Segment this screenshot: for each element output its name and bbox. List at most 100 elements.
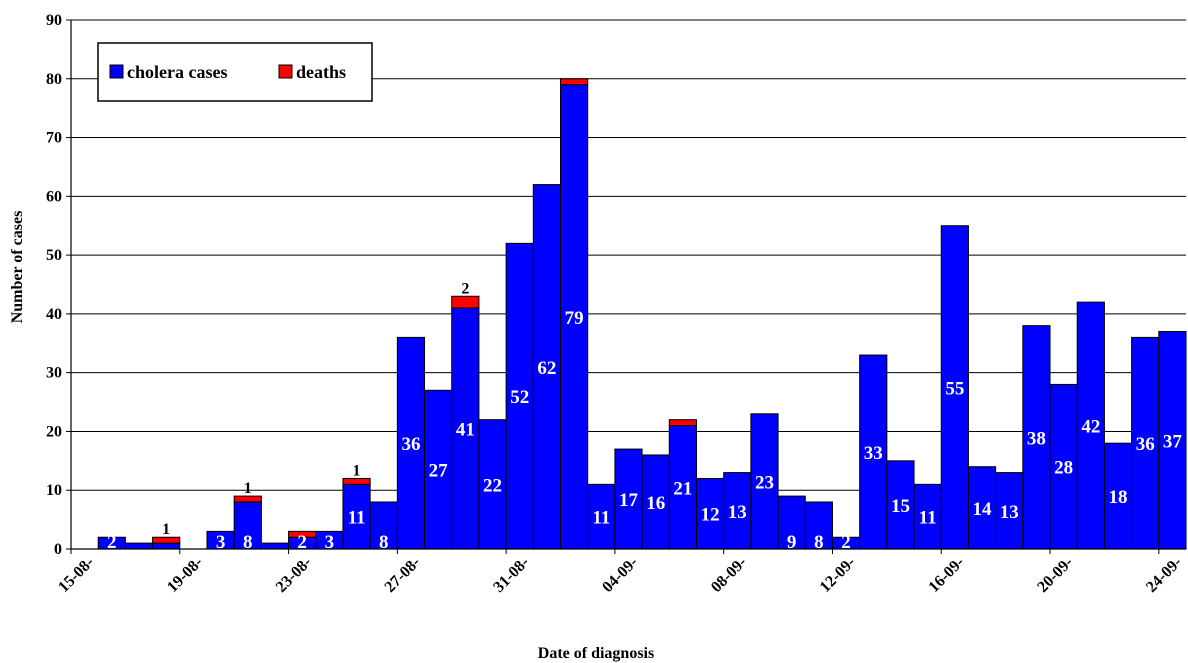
bar-cases-13 <box>424 389 453 550</box>
y-axis-title: Number of cases <box>9 211 26 324</box>
bar-deaths-3 <box>152 536 181 544</box>
bar-label-cases-30: 15 <box>891 496 910 517</box>
x-tick-label-0: 15-08- <box>55 554 97 596</box>
bar-cases-14 <box>451 307 480 550</box>
y-tick-label-80: 80 <box>46 71 62 88</box>
bar-label-deaths-6: 1 <box>244 480 252 497</box>
y-tick-label-60: 60 <box>46 188 62 205</box>
bar-deaths-18 <box>560 78 589 86</box>
bar-cases-23 <box>695 477 725 550</box>
bar-label-cases-9: 3 <box>325 532 335 553</box>
bar-label-deaths-14: 2 <box>461 280 469 297</box>
bar-label-cases-5: 3 <box>216 532 226 553</box>
legend-swatch-deaths <box>278 64 293 79</box>
bar-label-cases-27: 8 <box>814 532 824 553</box>
bar-label-cases-29: 33 <box>864 443 883 464</box>
bar-label-cases-40: 37 <box>1163 431 1183 452</box>
bar-label-cases-19: 11 <box>592 508 610 529</box>
bar-cases-2 <box>124 542 154 550</box>
bar-label-cases-39: 36 <box>1136 434 1155 455</box>
bar-cases-26 <box>777 495 806 550</box>
bar-deaths-14 <box>451 295 480 309</box>
bar-deaths-10 <box>342 477 371 485</box>
bar-cases-7 <box>260 542 290 550</box>
bar-cases-31 <box>913 483 942 550</box>
bar-label-cases-6: 8 <box>243 532 253 553</box>
legend: cholera cases deaths <box>97 42 373 102</box>
bar-cases-20 <box>614 448 643 550</box>
gridlines <box>71 19 1186 491</box>
x-tick-label-1: 19-08- <box>164 554 206 596</box>
bar-label-cases-28: 2 <box>841 532 851 553</box>
bar-label-cases-13: 27 <box>429 461 449 482</box>
bar-label-cases-17: 62 <box>537 358 556 379</box>
bar-label-cases-20: 17 <box>619 490 639 511</box>
bar-cases-15 <box>478 419 507 550</box>
legend-swatch-cases <box>109 64 124 79</box>
bar-label-cases-26: 9 <box>787 532 797 553</box>
y-tick-label-90: 90 <box>46 12 62 29</box>
bar-cases-27 <box>804 501 833 550</box>
legend-box <box>97 42 373 102</box>
x-tick-label-8: 16-09- <box>925 554 967 596</box>
y-tick-label-50: 50 <box>46 247 62 264</box>
x-axis-title: Date of diagnosis <box>538 645 654 662</box>
bar-label-cases-8: 2 <box>297 532 307 553</box>
x-tick-label-9: 20-09- <box>1034 554 1076 596</box>
bar-cases-24 <box>723 472 752 550</box>
bar-label-cases-12: 36 <box>401 434 420 455</box>
bar-cases-3 <box>152 542 181 550</box>
x-tick-label-4: 31-08- <box>490 554 532 596</box>
y-tick-label-10: 10 <box>46 482 62 499</box>
bar-label-cases-23: 12 <box>701 505 720 526</box>
bar-label-cases-16: 52 <box>510 387 529 408</box>
bar-label-deaths-3: 1 <box>162 521 170 538</box>
bar-cases-37 <box>1076 301 1105 550</box>
bar-cases-32 <box>940 225 969 550</box>
bar-label-cases-37: 42 <box>1081 417 1100 438</box>
x-tick-label-5: 04-09- <box>599 554 641 596</box>
legend-label-deaths: deaths <box>296 62 346 82</box>
bar-label-cases-18: 79 <box>565 308 584 329</box>
x-tick-label-3: 27-08- <box>382 554 424 596</box>
bar-cases-19 <box>587 483 616 550</box>
bar-label-cases-25: 23 <box>755 472 774 493</box>
legend-label-cases: cholera cases <box>127 62 227 82</box>
y-tick-label-40: 40 <box>46 306 62 323</box>
bar-label-cases-15: 22 <box>483 475 502 496</box>
bar-label-cases-21: 16 <box>646 493 665 514</box>
x-tick-label-10: 24-09- <box>1143 554 1185 596</box>
bar-cases-36 <box>1049 383 1078 550</box>
bar-label-cases-22: 21 <box>673 478 692 499</box>
bar-deaths-22 <box>668 419 697 427</box>
bar-label-cases-31: 11 <box>919 508 937 529</box>
bar-label-cases-35: 38 <box>1027 428 1046 449</box>
bar-label-cases-38: 18 <box>1109 487 1128 508</box>
bar-label-cases-36: 28 <box>1054 458 1073 479</box>
bar-cases-34 <box>995 472 1024 550</box>
bar-deaths-6 <box>233 495 262 503</box>
bar-label-cases-24: 13 <box>728 502 747 523</box>
bar-label-cases-32: 55 <box>945 378 964 399</box>
bar-cases-12 <box>396 336 426 550</box>
bar-cases-17 <box>532 184 562 550</box>
x-tick-label-2: 23-08- <box>273 554 315 596</box>
bar-label-cases-10: 11 <box>348 508 366 529</box>
y-tick-label-20: 20 <box>46 423 62 440</box>
x-tick-label-7: 12-09- <box>817 554 859 596</box>
bar-cases-39 <box>1131 336 1160 550</box>
bar-label-cases-33: 14 <box>973 499 993 520</box>
bar-cases-16 <box>505 242 534 550</box>
bar-label-deaths-10: 1 <box>353 462 361 479</box>
y-tick-label-30: 30 <box>46 365 62 382</box>
y-tick-label-70: 70 <box>46 130 62 147</box>
bar-label-cases-11: 8 <box>379 532 389 553</box>
bar-label-cases-14: 41 <box>456 420 475 441</box>
bar-label-cases-1: 2 <box>107 532 117 553</box>
x-tick-label-6: 08-09- <box>708 554 750 596</box>
bars <box>97 78 1187 550</box>
y-tick-label-0: 0 <box>54 541 62 558</box>
